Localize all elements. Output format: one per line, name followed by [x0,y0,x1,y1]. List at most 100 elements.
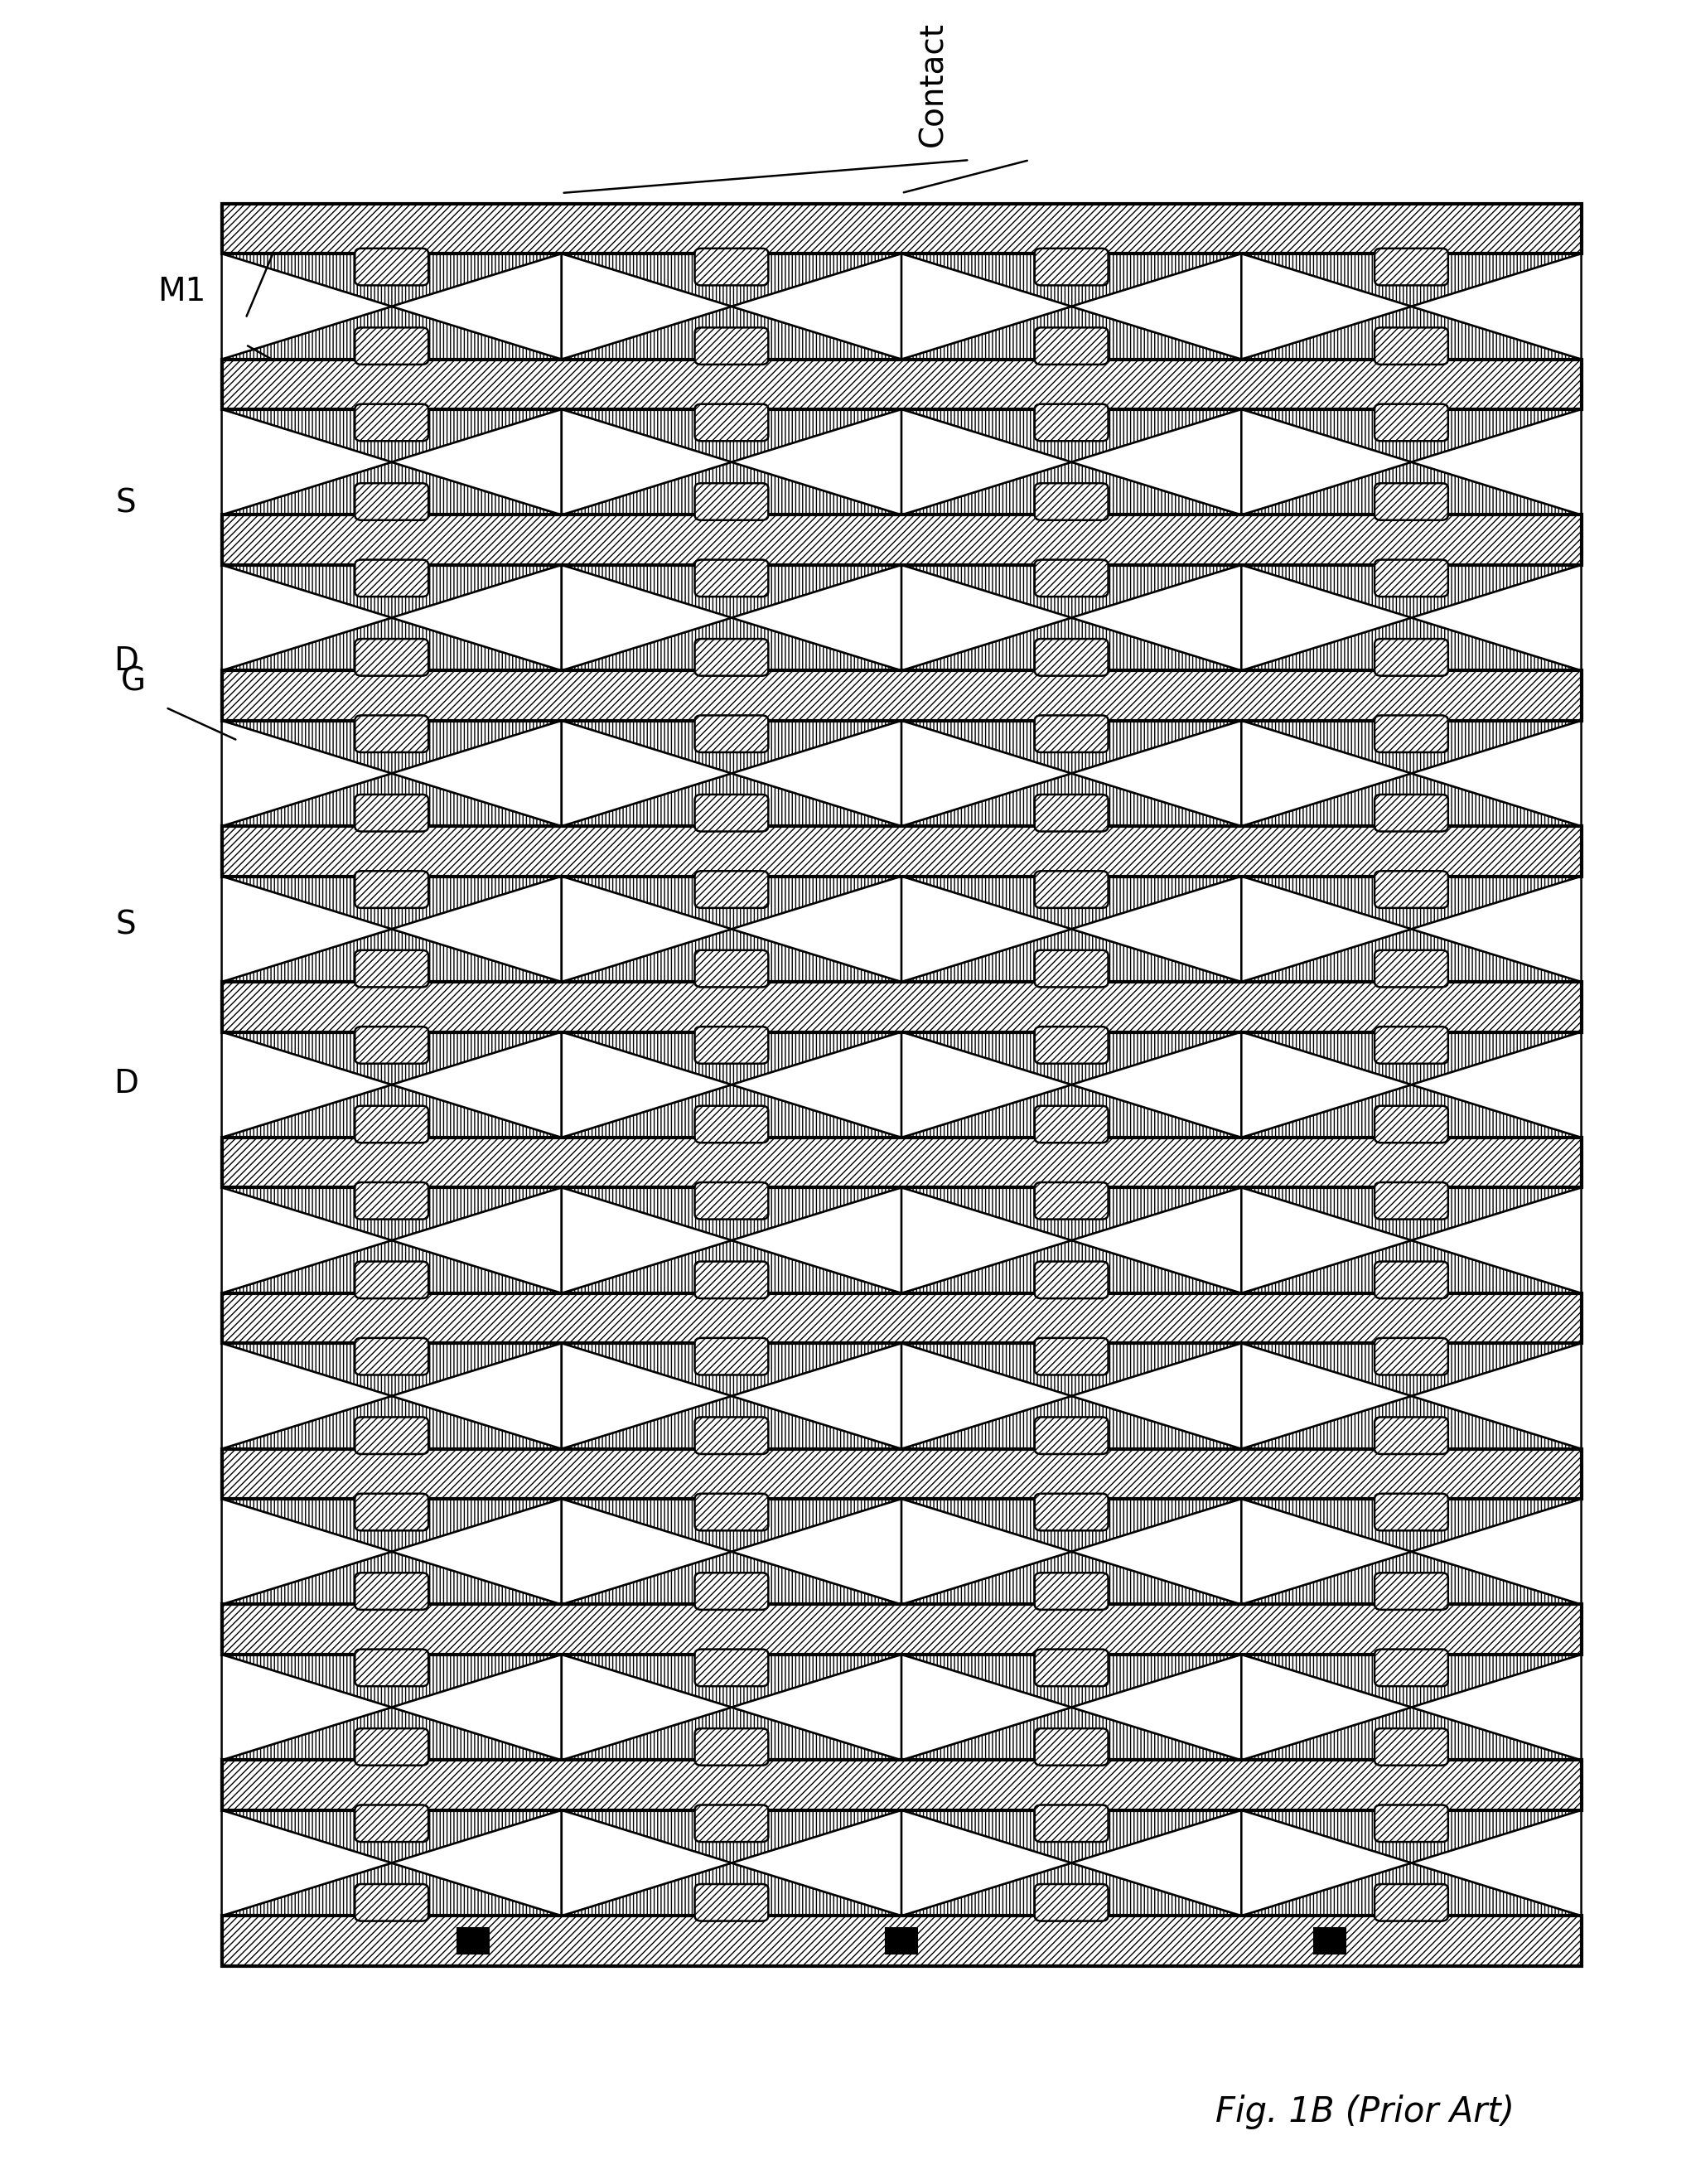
FancyBboxPatch shape [1375,1026,1447,1064]
Polygon shape [1241,1188,1412,1293]
Polygon shape [901,721,1072,826]
Polygon shape [561,618,901,670]
Polygon shape [901,1863,1241,1915]
Polygon shape [222,1241,561,1293]
Polygon shape [222,1085,561,1138]
Polygon shape [222,618,561,670]
FancyBboxPatch shape [1035,1262,1108,1299]
Polygon shape [901,1655,1072,1760]
FancyBboxPatch shape [355,950,428,987]
FancyBboxPatch shape [1035,559,1108,596]
FancyBboxPatch shape [355,1262,428,1299]
Polygon shape [901,876,1241,928]
Polygon shape [392,408,561,515]
Polygon shape [222,1188,561,1241]
Bar [222,1293,1581,1343]
Polygon shape [1072,1811,1241,1915]
FancyBboxPatch shape [1035,249,1108,286]
FancyBboxPatch shape [695,1339,768,1376]
Polygon shape [1412,721,1581,826]
FancyBboxPatch shape [355,795,428,832]
Polygon shape [1412,408,1581,515]
Text: D: D [113,646,139,677]
Polygon shape [222,1396,561,1448]
Bar [886,1928,918,1955]
Polygon shape [901,1551,1241,1605]
Polygon shape [1412,1655,1581,1760]
Polygon shape [222,721,561,773]
Polygon shape [732,566,901,670]
Polygon shape [561,253,732,358]
Text: D: D [113,1068,139,1099]
Polygon shape [561,566,732,670]
Text: Contact: Contact [918,22,949,146]
Polygon shape [222,1863,561,1915]
FancyBboxPatch shape [1375,1804,1447,1841]
Polygon shape [901,463,1241,515]
Polygon shape [222,1811,392,1915]
Polygon shape [732,1188,901,1293]
FancyBboxPatch shape [355,404,428,441]
FancyBboxPatch shape [1375,640,1447,675]
Polygon shape [222,408,392,515]
FancyBboxPatch shape [355,1572,428,1610]
Bar [222,670,1581,721]
Bar [222,358,1581,408]
Polygon shape [392,1655,561,1760]
FancyBboxPatch shape [695,1804,768,1841]
Polygon shape [732,1811,901,1915]
FancyBboxPatch shape [1035,716,1108,751]
FancyBboxPatch shape [1035,1026,1108,1064]
FancyBboxPatch shape [1035,1804,1108,1841]
FancyBboxPatch shape [355,1494,428,1531]
FancyBboxPatch shape [1375,559,1447,596]
FancyBboxPatch shape [355,1417,428,1455]
Polygon shape [901,1033,1072,1138]
Polygon shape [732,1343,901,1448]
Polygon shape [1241,1655,1581,1708]
Polygon shape [901,1811,1072,1915]
Polygon shape [561,1033,732,1138]
Polygon shape [222,1343,561,1396]
FancyBboxPatch shape [695,328,768,365]
Polygon shape [1412,1343,1581,1448]
Polygon shape [561,1551,901,1605]
FancyBboxPatch shape [355,559,428,596]
Bar [222,983,1581,1033]
FancyBboxPatch shape [1035,1339,1108,1376]
Polygon shape [561,253,901,306]
FancyBboxPatch shape [1035,1885,1108,1922]
Polygon shape [1241,253,1412,358]
Polygon shape [392,721,561,826]
FancyBboxPatch shape [355,716,428,751]
Polygon shape [732,1498,901,1605]
Polygon shape [561,1085,901,1138]
Polygon shape [392,566,561,670]
FancyBboxPatch shape [695,716,768,751]
Polygon shape [222,928,561,983]
Bar [222,826,1581,876]
FancyBboxPatch shape [1035,1649,1108,1686]
FancyBboxPatch shape [355,1649,428,1686]
Bar [222,1760,1581,1811]
Polygon shape [1241,1655,1412,1760]
FancyBboxPatch shape [1375,1494,1447,1531]
Polygon shape [561,928,901,983]
Bar [222,1448,1581,1498]
Polygon shape [1072,253,1241,358]
Polygon shape [1241,253,1581,306]
Polygon shape [561,1188,901,1241]
FancyBboxPatch shape [1375,1105,1447,1142]
Polygon shape [561,1033,901,1085]
Polygon shape [901,928,1241,983]
FancyBboxPatch shape [695,249,768,286]
Polygon shape [222,253,392,358]
Polygon shape [901,1085,1241,1138]
Polygon shape [222,1655,392,1760]
Polygon shape [901,1811,1241,1863]
Polygon shape [901,408,1072,515]
FancyBboxPatch shape [1375,1182,1447,1219]
Polygon shape [1072,1655,1241,1760]
FancyBboxPatch shape [1375,1728,1447,1765]
Polygon shape [1241,1033,1581,1085]
